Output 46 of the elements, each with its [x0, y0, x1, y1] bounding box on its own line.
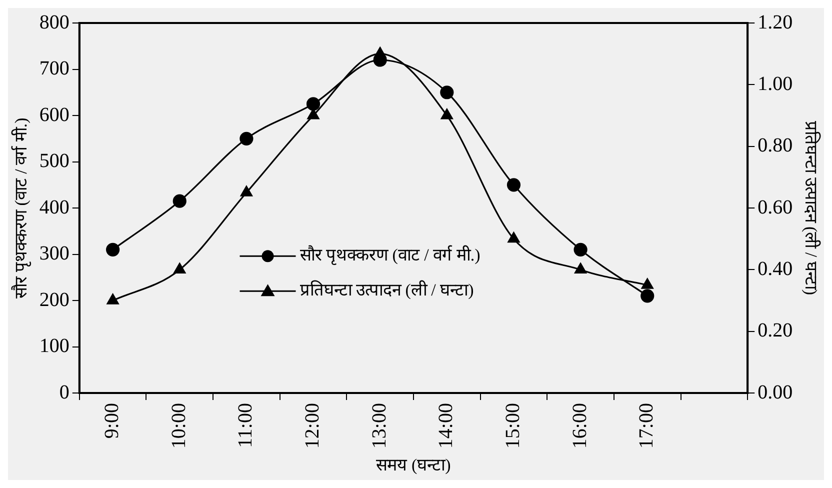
x-tick-label: 16:00 [568, 403, 591, 449]
y-tick-label: 800 [39, 11, 70, 34]
y-tick-label: 500 [39, 150, 70, 172]
point [440, 108, 453, 120]
point [306, 97, 320, 111]
x-tick-label: 11:00 [234, 403, 257, 448]
y-tick-label: 200 [39, 288, 70, 311]
x-tick-label: 17:00 [636, 403, 658, 449]
x-axis-title: समय (घन्टा) [376, 455, 451, 474]
point [174, 262, 186, 274]
y2-tick-label: 0.60 [758, 196, 793, 218]
y2-axis-title: प्रतिघन्टा उत्पादन (ली / घन्टा) [801, 121, 822, 296]
point [240, 132, 254, 146]
x-tick-label: 12:00 [302, 403, 324, 449]
point [374, 47, 386, 58]
y-axis-title: सौर पृथक्करण (वाट / वर्ग मी.) [10, 118, 32, 298]
y2-tick-label: 0.40 [758, 258, 793, 280]
point [574, 262, 587, 274]
point [172, 194, 186, 208]
y-tick-label: 600 [39, 104, 70, 126]
x-tick-label: 14:00 [435, 403, 458, 449]
point [640, 289, 654, 303]
y-tick-label: 0 [59, 381, 70, 404]
y2-tick-label: 0.00 [758, 381, 793, 404]
y-tick-label: 300 [39, 242, 70, 265]
y2-tick-label: 0.20 [758, 320, 793, 342]
x-tick-label: 13:00 [368, 403, 390, 449]
y-tick-label: 100 [39, 335, 70, 358]
legend-label: सौर पृथक्करण (वाट / वर्ग मी.) [300, 244, 480, 266]
point [574, 242, 588, 256]
point [240, 186, 252, 196]
x-tick-label: 10:00 [168, 403, 190, 449]
point [641, 278, 654, 289]
point [106, 242, 120, 256]
x-tick-label: 15:00 [502, 403, 524, 449]
legend-label: प्रतिघन्टा उत्पादन (ली / घन्टा) [300, 280, 474, 300]
y2-tick-label: 1.20 [758, 11, 793, 34]
y-tick-label: 400 [39, 196, 70, 218]
point [440, 86, 454, 100]
x-tick-label: 9:00 [101, 403, 124, 439]
y-tick-label: 700 [39, 58, 70, 80]
point [506, 178, 521, 192]
point [508, 232, 520, 243]
y2-tick-label: 1.00 [758, 72, 793, 95]
y2-tick-label: 0.80 [758, 134, 793, 157]
point [106, 294, 119, 304]
